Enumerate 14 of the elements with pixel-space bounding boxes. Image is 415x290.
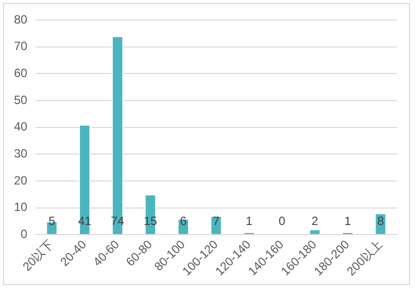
data-label: 7 [212,214,220,228]
y-tick-label: 30 [14,146,28,160]
data-label: 1 [344,214,352,228]
y-tick-label: 80 [14,12,28,26]
y-tick-label: 60 [14,66,28,80]
data-label: 8 [377,214,384,228]
y-tick-label: 70 [14,39,28,54]
y-tick-label: 50 [14,92,28,107]
y-tick-label: 40 [14,120,28,134]
y-tick-label: 10 [14,200,28,214]
y-tick-label: 20 [14,173,28,188]
data-label: 1 [246,214,253,228]
data-label: 2 [311,214,318,228]
data-label: 0 [278,214,286,228]
